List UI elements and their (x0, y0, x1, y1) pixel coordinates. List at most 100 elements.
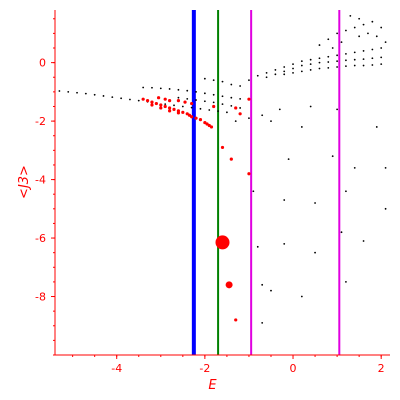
data-point (300, 64, 303, 67)
data-point (142, 86, 145, 89)
data-point (353, 51, 356, 54)
data-point (265, 71, 268, 74)
data-point (247, 97, 251, 101)
data-point (353, 26, 356, 29)
data-point (362, 240, 365, 242)
data-point (353, 166, 356, 169)
data-point (261, 321, 264, 324)
data-point (176, 99, 181, 103)
data-point (183, 100, 187, 104)
data-point (336, 32, 339, 35)
data-point (212, 79, 215, 82)
data-point (270, 120, 272, 123)
data-point (221, 103, 224, 106)
data-point (331, 47, 334, 49)
data-point (314, 202, 316, 204)
x-tick-label: -2 (199, 362, 210, 375)
data-point (380, 26, 383, 29)
data-point (336, 66, 339, 68)
data-point (177, 88, 180, 91)
data-point (84, 92, 87, 95)
data-point (274, 69, 277, 71)
data-point (362, 58, 365, 61)
data-point (283, 66, 286, 68)
data-point (375, 35, 378, 38)
data-point (168, 106, 172, 110)
data-point (186, 97, 189, 100)
data-point (248, 79, 250, 82)
data-point (234, 106, 238, 110)
data-point (215, 235, 230, 250)
data-point (331, 155, 334, 158)
data-point (362, 23, 365, 26)
data-point (353, 58, 356, 61)
data-point (177, 96, 180, 99)
data-point (195, 90, 197, 93)
data-point (199, 107, 202, 110)
data-point (234, 318, 238, 322)
data-point (102, 95, 105, 97)
data-point (168, 99, 172, 103)
data-point (168, 88, 171, 90)
y-tick-label: -6 (35, 232, 46, 245)
data-point (190, 106, 193, 109)
data-point (309, 105, 312, 108)
data-point (283, 73, 286, 76)
data-point (283, 242, 286, 245)
data-point (362, 64, 365, 67)
y-axis-label: <J3> (17, 165, 32, 199)
data-point (371, 57, 374, 60)
data-point (309, 63, 312, 65)
data-point (358, 35, 361, 38)
ticks: -4 -2 0 2 0 -2 -4 -6 -8 (35, 18, 385, 375)
data-point (195, 99, 197, 101)
data-point (300, 70, 303, 73)
data-point (150, 103, 154, 107)
data-point (154, 101, 158, 106)
data-point (76, 91, 78, 94)
data-point (309, 58, 312, 61)
data-point (256, 74, 259, 77)
data-point (309, 69, 312, 71)
data-point (292, 67, 294, 70)
data-point (203, 92, 206, 95)
data-point (318, 61, 321, 64)
x-tick-label: -4 (111, 362, 122, 375)
data-point (261, 114, 264, 117)
data-point (256, 245, 259, 248)
data-point (151, 86, 153, 89)
data-point (384, 166, 387, 169)
data-point (353, 64, 356, 67)
data-point (300, 126, 303, 128)
data-point (230, 96, 233, 99)
y-tick-label: -4 (35, 174, 46, 187)
data-point (230, 104, 233, 107)
data-point (327, 66, 330, 69)
data-point (137, 99, 140, 102)
data-point (380, 56, 383, 59)
data-point (380, 47, 383, 49)
data-points (58, 14, 387, 324)
data-point (209, 125, 214, 129)
data-point (164, 103, 167, 106)
data-point (238, 112, 242, 116)
data-point (336, 108, 339, 111)
data-point (159, 106, 163, 110)
data-point (212, 101, 215, 104)
x-tick-label: 2 (378, 362, 385, 375)
data-point (203, 100, 206, 103)
data-point (141, 97, 145, 101)
data-point (292, 63, 294, 65)
data-point (181, 110, 185, 114)
data-point (318, 44, 321, 46)
data-point (345, 190, 347, 193)
data-point (220, 145, 225, 150)
data-point (318, 67, 321, 70)
data-point (318, 57, 321, 60)
data-point (198, 118, 203, 122)
data-point (327, 55, 330, 58)
data-point (67, 90, 70, 93)
data-point (145, 99, 150, 103)
data-point (226, 111, 228, 114)
